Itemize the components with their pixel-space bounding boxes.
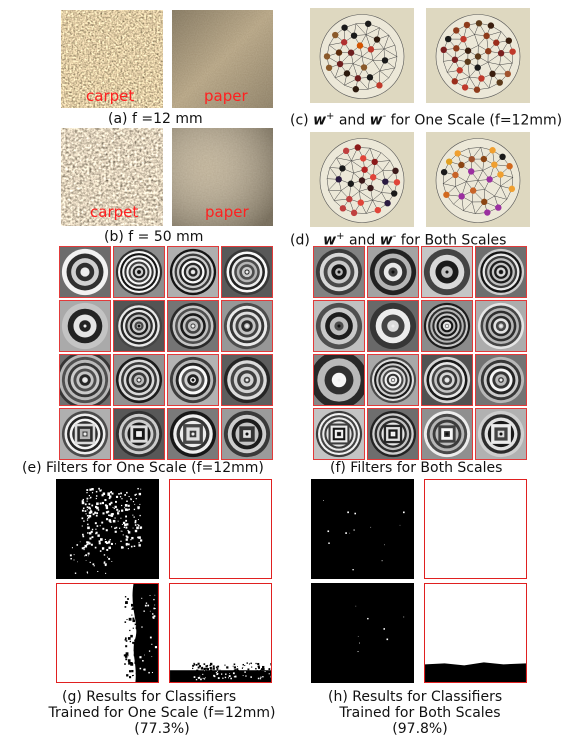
filter-tile (113, 354, 165, 406)
filter-tile (421, 408, 473, 460)
filter-tile (59, 300, 111, 352)
filter-tile (221, 300, 273, 352)
result-h-carpet-f50 (311, 583, 414, 683)
result-g-carpet-f12 (56, 479, 159, 579)
result-g-carpet-f50 (56, 583, 159, 683)
sphere-w-plus-one-scale (310, 8, 414, 103)
filter-tile (221, 354, 273, 406)
filter-tile (313, 354, 365, 406)
filter-tile (313, 408, 365, 460)
caption-a: (a) f =12 mm (108, 111, 203, 127)
filter-tile (221, 246, 273, 298)
filter-tile (113, 300, 165, 352)
result-g-paper-f50 (169, 583, 272, 683)
filter-tile (167, 300, 219, 352)
filter-tile (475, 246, 527, 298)
filter-tile (475, 354, 527, 406)
caption-g-line1: (g) Results for Classifiers (62, 689, 237, 705)
caption-d-suffix: for Both Scales (396, 232, 507, 249)
filter-tile (367, 300, 419, 352)
filter-tile (421, 354, 473, 406)
filter-tile (59, 408, 111, 460)
sphere-graphic (426, 132, 530, 227)
caption-c-and: and (334, 112, 370, 129)
caption-g-line2: Trained for One Scale (f=12mm) (48, 705, 276, 721)
filter-tile (113, 408, 165, 460)
sup-plus: + (326, 111, 335, 122)
filter-tile (167, 354, 219, 406)
sup-minus-d: - (392, 231, 397, 242)
caption-d-and: and (344, 232, 380, 249)
caption-g-line3: (77.3%) (134, 721, 190, 737)
paper-label-b: paper (205, 203, 249, 221)
w-plus-symbol-d: w (323, 232, 337, 249)
filter-tile (167, 246, 219, 298)
paper-label-a: paper (204, 87, 248, 105)
filter-tile (313, 246, 365, 298)
sphere-graphic (310, 132, 414, 227)
caption-e: (e) Filters for One Scale (f=12mm) (22, 460, 264, 476)
sphere-w-minus-one-scale (426, 8, 530, 103)
filter-grid-both-scales (313, 246, 531, 464)
caption-d: (d) w+ and w- for Both Scales (290, 229, 506, 249)
filter-tile (475, 408, 527, 460)
caption-c-suffix: for One Scale (f=12mm) (386, 112, 563, 129)
filter-tile (59, 246, 111, 298)
caption-g: (g) Results for Classifiers Trained for … (22, 689, 302, 737)
caption-h-line2: Trained for Both Scales (339, 705, 501, 721)
paper-image-f12 (172, 10, 273, 108)
filter-tile (367, 354, 419, 406)
w-minus-symbol-d: w (379, 232, 393, 249)
filter-tile (421, 300, 473, 352)
caption-b: (b) f = 50 mm (104, 229, 204, 245)
carpet-image-f50 (61, 128, 163, 226)
carpet-label-b: carpet (90, 203, 139, 221)
result-g-paper-f12 (169, 479, 272, 579)
filter-grid-one-scale (59, 246, 277, 464)
result-h-paper-f12 (424, 479, 527, 579)
caption-h-line1: (h) Results for Classifiers (328, 689, 503, 705)
filter-tile (421, 246, 473, 298)
caption-h-line3: (97.8%) (392, 721, 448, 737)
caption-f: (f) Filters for Both Scales (330, 460, 503, 476)
filter-tile (59, 354, 111, 406)
filter-tile (167, 408, 219, 460)
caption-d-prefix: (d) (290, 232, 324, 249)
w-plus-symbol: w (313, 112, 327, 129)
caption-c-prefix: (c) (290, 112, 314, 129)
result-h-paper-f50 (424, 583, 527, 683)
result-h-carpet-f12 (311, 479, 414, 579)
filter-tile (475, 300, 527, 352)
filter-tile (113, 246, 165, 298)
filter-tile (367, 246, 419, 298)
sphere-graphic (310, 8, 414, 103)
sphere-w-minus-both-scales (426, 132, 530, 227)
filter-tile (221, 408, 273, 460)
sphere-w-plus-both-scales (310, 132, 414, 227)
w-minus-symbol: w (369, 112, 383, 129)
paper-image-f50 (172, 128, 273, 226)
sup-plus-d: + (336, 231, 345, 242)
sphere-graphic (426, 8, 530, 103)
carpet-label-a: carpet (86, 87, 135, 105)
caption-c: (c) w+ and w- for One Scale (f=12mm) (290, 109, 562, 129)
carpet-image-f12 (61, 10, 163, 108)
filter-tile (313, 300, 365, 352)
sup-minus: - (382, 111, 387, 122)
caption-h: (h) Results for Classifiers Trained for … (300, 689, 540, 737)
filter-tile (367, 408, 419, 460)
